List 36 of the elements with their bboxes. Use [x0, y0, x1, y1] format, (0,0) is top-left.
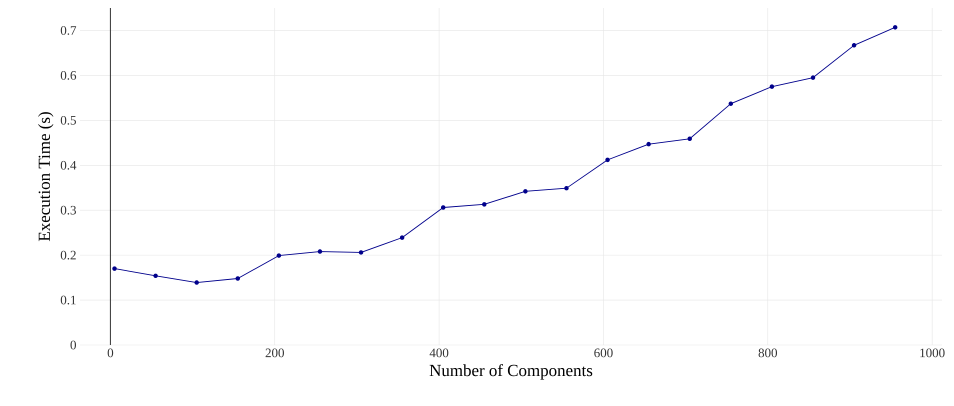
y-tick-label: 0.3 [60, 206, 76, 215]
point [236, 276, 240, 281]
point [564, 186, 569, 190]
y-tick-label: 0.7 [60, 26, 76, 35]
point [482, 202, 487, 207]
point [318, 249, 322, 254]
x-tick-label: 800 [758, 348, 778, 358]
y-tick-label: 0.5 [60, 116, 76, 125]
x-tick-label: 0 [108, 348, 114, 358]
y-tick-label: 0.1 [60, 296, 76, 304]
point [646, 142, 651, 146]
point [112, 266, 117, 271]
point [892, 25, 898, 30]
x-tick-label: 400 [430, 348, 448, 358]
point [276, 253, 282, 258]
x-tick-label: 200 [266, 348, 284, 358]
x-axis-title: Number of Components [430, 364, 592, 380]
y-axis-title: Execution Time (s) [38, 112, 54, 242]
point [358, 250, 364, 255]
point [440, 205, 446, 210]
point [810, 75, 816, 80]
point [728, 101, 734, 106]
x-tick-label: 1000 [920, 348, 945, 358]
point [605, 158, 610, 162]
point [523, 189, 528, 194]
y-tick-label: 0.4 [60, 160, 76, 170]
point [770, 84, 774, 89]
point [400, 235, 404, 240]
y-tick-label: 0 [70, 340, 76, 350]
point [194, 280, 199, 285]
point [687, 136, 692, 142]
point [852, 43, 856, 48]
y-tick-label: 0.2 [60, 250, 76, 260]
x-tick-label: 600 [594, 348, 613, 358]
point [153, 274, 158, 278]
y-tick-label: 0.6 [60, 71, 76, 80]
